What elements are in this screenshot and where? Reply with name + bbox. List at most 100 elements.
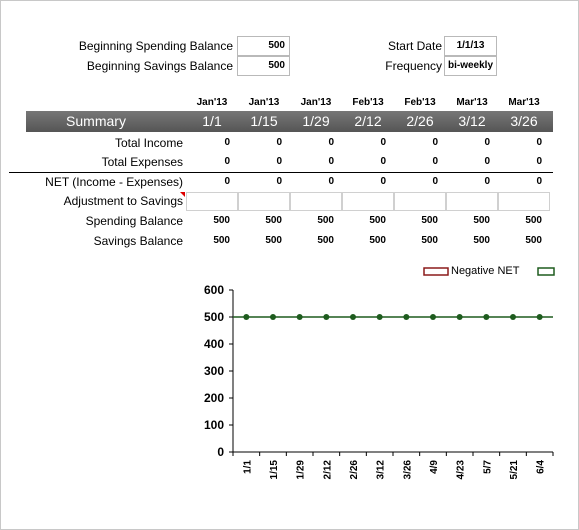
total-income-value: 0: [224, 137, 230, 148]
spending-balance-value: 500: [369, 215, 386, 226]
adjustment-input[interactable]: [446, 192, 498, 211]
adjustment-input[interactable]: [498, 192, 550, 211]
start-date-label: Start Date: [387, 39, 442, 53]
savings-balance-value: 500: [525, 235, 542, 246]
row-label-net: NET (Income - Expenses): [45, 175, 183, 189]
spending-balance-value: 500: [213, 215, 230, 226]
x-tick-label: 4/9: [429, 460, 440, 474]
divider: [9, 172, 553, 173]
row-label-total-income: Total Income: [114, 136, 183, 150]
beginning-spending-input[interactable]: 500: [237, 36, 290, 56]
row-label-spending-balance: Spending Balance: [85, 214, 183, 228]
frequency-label: Frequency: [385, 59, 442, 73]
month-header: Feb'13: [404, 97, 436, 108]
total-expenses-value: 0: [276, 156, 282, 167]
month-header: Mar'13: [456, 97, 488, 108]
month-header: Feb'13: [352, 97, 384, 108]
data-point: [510, 314, 516, 320]
adjustment-input[interactable]: [342, 192, 394, 211]
total-income-value: 0: [328, 137, 334, 148]
beginning-savings-input[interactable]: 500: [237, 56, 290, 76]
row-label-savings-balance: Savings Balance: [93, 234, 183, 248]
data-point: [456, 314, 463, 320]
x-tick-label: 6/4: [536, 460, 547, 474]
data-point: [536, 314, 543, 320]
total-expenses-value: 0: [380, 156, 386, 167]
data-point: [243, 314, 250, 320]
comment-marker-icon: [180, 192, 185, 197]
x-tick-label: 1/15: [269, 460, 280, 480]
adjustment-input[interactable]: [394, 192, 446, 211]
savings-balance-value: 500: [213, 235, 230, 246]
period-date: 1/15: [250, 113, 278, 129]
savings-balance-value: 500: [473, 235, 490, 246]
start-date-input[interactable]: 1/1/13: [444, 36, 497, 56]
net-value: 0: [432, 176, 438, 187]
total-income-value: 0: [484, 137, 490, 148]
total-income-value: 0: [536, 137, 542, 148]
y-tick-label: 400: [204, 337, 224, 351]
period-date: 2/26: [406, 113, 434, 129]
data-point: [483, 314, 490, 320]
y-tick-label: 0: [217, 445, 224, 459]
x-tick-label: 1/29: [296, 460, 307, 480]
x-tick-label: 5/21: [509, 460, 520, 480]
period-date: 1/29: [302, 113, 330, 129]
frequency-select[interactable]: bi-weekly: [444, 56, 497, 76]
period-date: 3/12: [458, 113, 486, 129]
x-tick-label: 4/23: [456, 460, 467, 480]
savings-balance-value: 500: [265, 235, 282, 246]
spending-balance-value: 500: [317, 215, 334, 226]
row-label-adjustment: Adjustment to Savings: [63, 194, 183, 208]
net-value: 0: [484, 176, 490, 187]
period-date: 3/26: [510, 113, 538, 129]
y-tick-label: 300: [204, 364, 224, 378]
total-income-value: 0: [380, 137, 386, 148]
total-expenses-value: 0: [536, 156, 542, 167]
month-header: Mar'13: [508, 97, 540, 108]
y-tick-label: 200: [204, 391, 224, 405]
y-tick-label: 500: [204, 310, 224, 324]
data-point: [323, 314, 330, 320]
savings-balance-value: 500: [421, 235, 438, 246]
data-point: [350, 314, 356, 320]
data-point: [376, 314, 383, 320]
x-tick-label: 3/12: [376, 460, 387, 480]
spending-balance-value: 500: [473, 215, 490, 226]
net-value: 0: [224, 176, 230, 187]
total-income-value: 0: [432, 137, 438, 148]
adjustment-input[interactable]: [186, 192, 238, 211]
savings-balance-value: 500: [369, 235, 386, 246]
adjustment-input[interactable]: [290, 192, 342, 211]
summary-title: Summary: [66, 113, 126, 129]
data-point: [430, 314, 436, 320]
y-tick-label: 600: [204, 283, 224, 297]
spending-balance-value: 500: [421, 215, 438, 226]
month-header: Jan'13: [300, 97, 332, 108]
spending-balance-value: 500: [265, 215, 282, 226]
x-tick-label: 2/26: [349, 460, 360, 480]
x-tick-label: 2/12: [322, 460, 333, 480]
period-date: 2/12: [354, 113, 382, 129]
total-expenses-value: 0: [432, 156, 438, 167]
beginning-savings-label: Beginning Savings Balance: [86, 59, 233, 73]
net-value: 0: [536, 176, 542, 187]
legend-swatch-negative-net: [423, 267, 449, 276]
total-expenses-value: 0: [484, 156, 490, 167]
total-expenses-value: 0: [328, 156, 334, 167]
y-tick-label: 100: [204, 418, 224, 432]
row-label-total-expenses: Total Expenses: [101, 155, 183, 169]
spending-balance-value: 500: [525, 215, 542, 226]
month-header: Jan'13: [248, 97, 280, 108]
total-expenses-value: 0: [224, 156, 230, 167]
beginning-spending-label: Beginning Spending Balance: [78, 39, 233, 53]
data-point: [403, 314, 410, 320]
net-value: 0: [380, 176, 386, 187]
data-point: [270, 314, 276, 320]
adjustment-input[interactable]: [238, 192, 290, 211]
savings-balance-value: 500: [317, 235, 334, 246]
total-income-value: 0: [276, 137, 282, 148]
net-value: 0: [328, 176, 334, 187]
